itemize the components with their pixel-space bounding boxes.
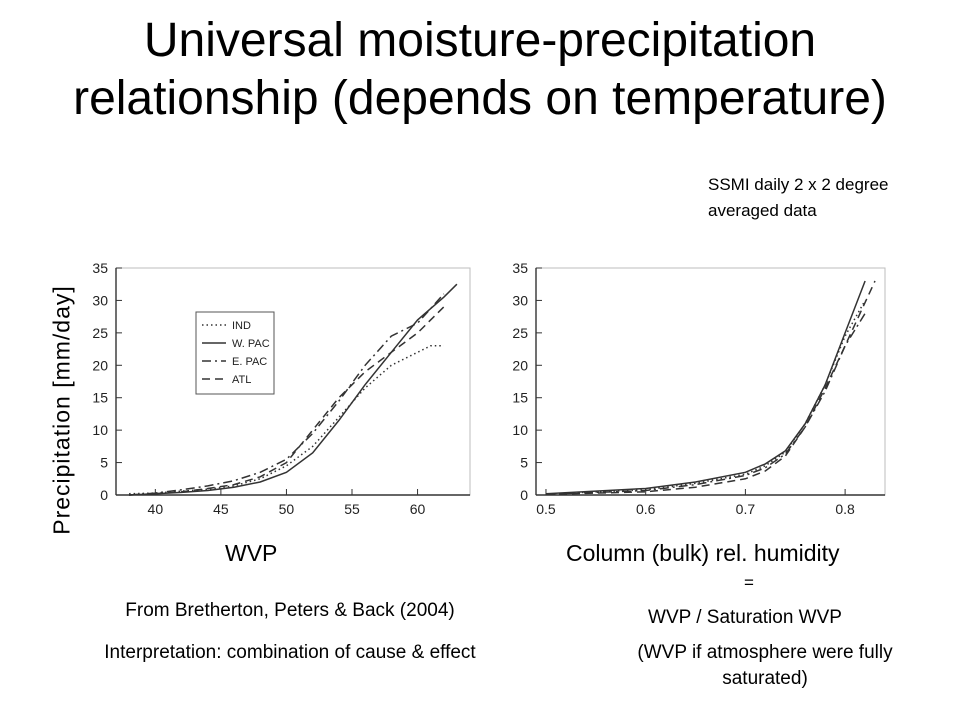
x-tick-label: 0.8 bbox=[835, 501, 855, 517]
legend-label: IND bbox=[232, 320, 251, 332]
y-tick-label: 0 bbox=[520, 487, 528, 503]
x-tick-label: 0.6 bbox=[636, 501, 656, 517]
definition-note: (WVP if atmosphere were fully saturated) bbox=[637, 642, 893, 689]
legend-label: W. PAC bbox=[232, 338, 270, 350]
slide-title: Universal moisture-precipitation relatio… bbox=[73, 14, 887, 125]
x-tick-label: 0.5 bbox=[536, 501, 556, 517]
plot-frame bbox=[535, 267, 886, 496]
definition-text: WVP / Saturation WVP bbox=[648, 607, 842, 628]
y-tick-label: 15 bbox=[512, 390, 528, 406]
right-x-axis-label: Column (bulk) rel. humidity bbox=[566, 540, 840, 566]
equals-sign: = bbox=[744, 573, 754, 592]
y-tick-label: 20 bbox=[512, 357, 528, 373]
y-tick-label: 0 bbox=[100, 487, 108, 503]
series-line-2 bbox=[545, 313, 866, 496]
series-line-2 bbox=[129, 283, 458, 496]
legend-label: E. PAC bbox=[232, 356, 267, 368]
y-tick-label: 30 bbox=[92, 292, 108, 308]
interpretation-text: Interpretation: combination of cause & e… bbox=[104, 642, 476, 663]
legend-box bbox=[195, 311, 275, 395]
x-tick-label: 45 bbox=[213, 501, 229, 517]
x-tick-label: 40 bbox=[148, 501, 164, 517]
series-line-4 bbox=[129, 306, 445, 496]
x-tick-label: 60 bbox=[410, 501, 426, 517]
y-tick-label: 20 bbox=[92, 357, 108, 373]
x-tick-label: 50 bbox=[279, 501, 295, 517]
series-line-3 bbox=[129, 293, 445, 496]
x-tick-label: 55 bbox=[344, 501, 360, 517]
series-line-4 bbox=[545, 300, 866, 495]
left-x-axis-label: WVP bbox=[225, 540, 278, 566]
y-tick-label: 25 bbox=[512, 325, 528, 341]
wvp-precipitation-chart: 0 5 10 15 20 25 30 35 40 45 50 55 60 IND W. PAC E. PAC A… bbox=[92, 260, 471, 517]
y-tick-label: 25 bbox=[92, 325, 108, 341]
data-source-note: SSMI daily 2 x 2 degree averaged data bbox=[708, 175, 889, 220]
y-axis-label: Precipitation [mm/day] bbox=[48, 285, 75, 535]
x-tick-label: 0.7 bbox=[736, 501, 756, 517]
legend-label: ATL bbox=[232, 374, 251, 386]
relative-humidity-precipitation-chart: 0 5 10 15 20 25 30 35 0.5 0.6 0.7 0.8 bbox=[512, 260, 886, 517]
y-tick-label: 10 bbox=[512, 422, 528, 438]
y-tick-label: 15 bbox=[92, 390, 108, 406]
series-line-1 bbox=[545, 280, 866, 495]
plot-frame bbox=[115, 267, 471, 496]
y-tick-label: 5 bbox=[100, 455, 108, 471]
y-tick-label: 35 bbox=[92, 260, 108, 276]
y-tick-label: 10 bbox=[92, 422, 108, 438]
y-tick-label: 30 bbox=[512, 292, 528, 308]
y-tick-label: 5 bbox=[520, 455, 528, 471]
series-line-3 bbox=[545, 280, 876, 496]
source-citation: From Bretherton, Peters & Back (2004) bbox=[125, 600, 455, 621]
y-tick-label: 35 bbox=[512, 260, 528, 276]
